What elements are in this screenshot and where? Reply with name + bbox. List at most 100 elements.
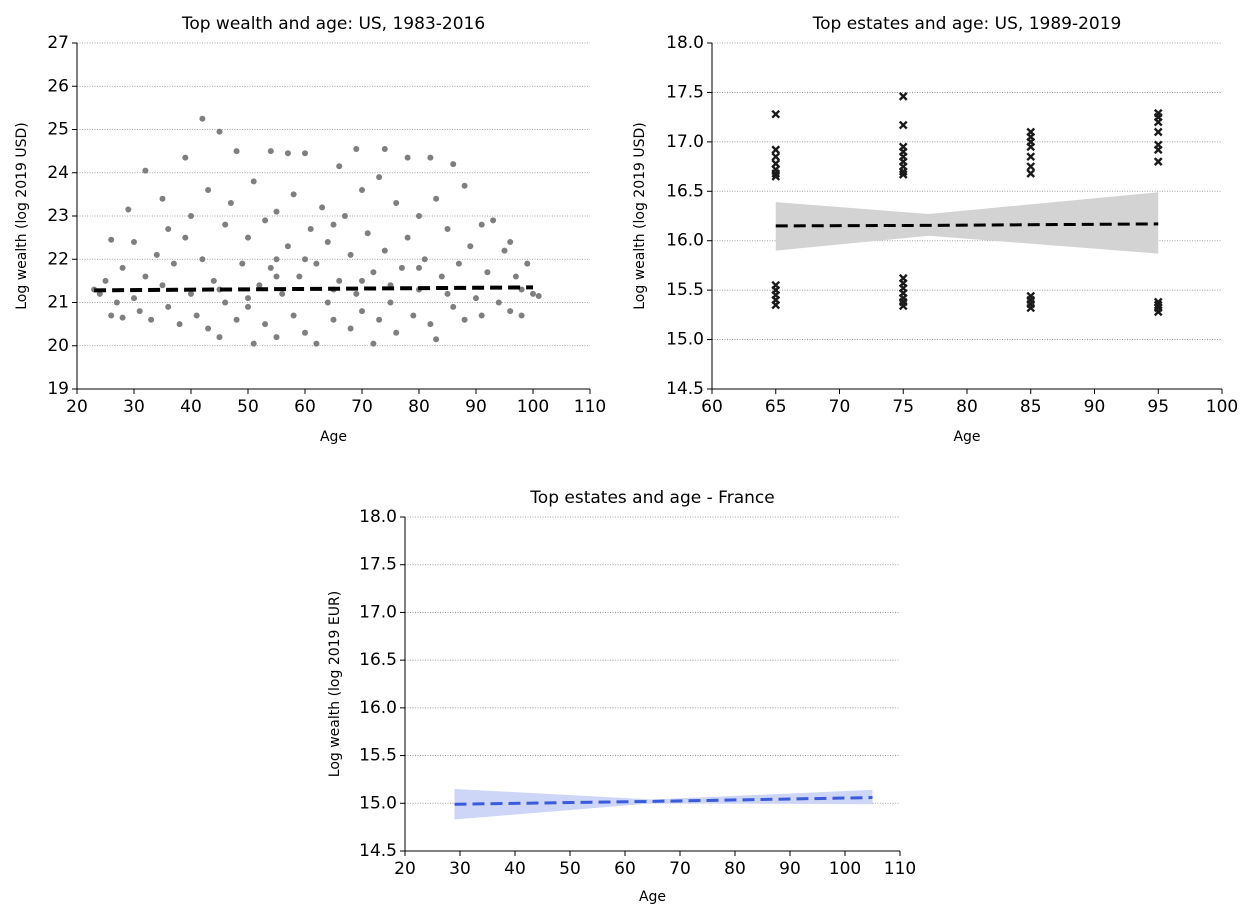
point — [433, 336, 440, 343]
x-tick-label: 40 — [504, 859, 526, 879]
marker-stroke — [1026, 162, 1036, 171]
subplot: Top estates and age: US, 1989-2019 Age Log… — [632, 14, 1238, 445]
point — [450, 303, 457, 310]
marker-stroke — [771, 152, 781, 162]
marker-stroke — [1153, 307, 1163, 317]
point — [771, 172, 781, 181]
fit-line — [94, 285, 534, 293]
point — [1153, 117, 1163, 127]
point — [444, 290, 451, 297]
point — [433, 195, 440, 202]
point — [125, 206, 132, 213]
point — [404, 234, 411, 241]
point — [524, 260, 531, 267]
point — [421, 256, 428, 263]
x-tick-label: 50 — [237, 397, 259, 417]
y-tick-label: 14.5 — [359, 841, 397, 861]
point — [353, 290, 360, 297]
point — [381, 247, 388, 254]
point — [165, 225, 172, 232]
point — [273, 334, 280, 341]
point — [245, 303, 251, 310]
y-tick-label: 19 — [47, 379, 69, 399]
point — [319, 204, 326, 211]
point — [302, 329, 308, 336]
point — [535, 293, 542, 300]
x-tick-label: 70 — [669, 859, 691, 879]
point — [347, 325, 354, 332]
marker-stroke — [898, 170, 908, 179]
y-tick-label: 27 — [47, 33, 69, 53]
x-tick-label: 100 — [829, 859, 861, 879]
point — [199, 115, 206, 122]
point — [245, 295, 251, 302]
x-tick-label: 75 — [892, 397, 914, 417]
y-tick-label: 15.0 — [359, 793, 397, 813]
fit-line — [775, 222, 1159, 228]
point — [341, 213, 348, 219]
marker-stroke — [1153, 145, 1163, 155]
point — [119, 264, 126, 271]
y-axis-label: Log wealth (log 2019 EUR) — [327, 591, 343, 777]
x-tick-label: 20 — [66, 397, 88, 417]
marker-stroke — [1153, 300, 1163, 310]
point — [313, 260, 320, 267]
point — [1026, 152, 1036, 162]
point — [324, 238, 331, 245]
point — [1153, 127, 1163, 137]
point — [245, 234, 251, 241]
point — [330, 221, 337, 228]
point — [153, 251, 160, 258]
y-tick-label: 14.5 — [666, 379, 704, 399]
point — [108, 236, 115, 243]
y-tick-label: 15.5 — [359, 746, 397, 766]
x-tick-label: 40 — [180, 397, 202, 417]
point — [359, 308, 365, 315]
point — [376, 174, 383, 181]
chart-title: Top estates and age: US, 1989-2019 — [812, 14, 1122, 34]
point — [404, 154, 411, 161]
point — [393, 329, 400, 336]
point — [771, 109, 781, 119]
point — [136, 308, 143, 315]
point — [199, 256, 206, 263]
point — [490, 217, 497, 224]
point — [302, 150, 308, 157]
x-tick-label: 80 — [724, 859, 746, 879]
point — [239, 260, 246, 267]
point — [330, 316, 337, 323]
point — [1026, 303, 1036, 313]
marker-stroke — [898, 120, 908, 130]
point — [370, 340, 377, 347]
point — [364, 230, 371, 237]
x-tick-label: 70 — [351, 397, 373, 417]
point — [484, 269, 491, 276]
y-tick-label: 17.0 — [359, 602, 397, 622]
marker-stroke — [1026, 142, 1036, 152]
point — [898, 120, 908, 130]
point — [336, 163, 343, 170]
point — [1153, 300, 1163, 310]
x-tick-label: 90 — [779, 859, 801, 879]
point — [1026, 169, 1036, 178]
x-axis-label: Age — [953, 429, 980, 445]
point — [353, 145, 360, 152]
point — [131, 238, 137, 245]
x-tick-label: 70 — [829, 397, 851, 417]
y-tick-label: 16.5 — [359, 650, 397, 670]
y-tick-label: 18.0 — [666, 33, 704, 53]
point — [1153, 157, 1163, 166]
point — [898, 167, 908, 176]
point — [296, 273, 303, 280]
point — [512, 273, 519, 280]
point — [427, 321, 434, 328]
x-tick-label: 90 — [1084, 397, 1106, 417]
point — [359, 187, 365, 194]
y-tick-label: 15.0 — [666, 330, 704, 350]
point — [222, 299, 229, 306]
point — [501, 247, 508, 254]
marker-stroke — [898, 92, 908, 101]
point — [142, 167, 149, 174]
y-tick-label: 16.0 — [666, 231, 704, 251]
